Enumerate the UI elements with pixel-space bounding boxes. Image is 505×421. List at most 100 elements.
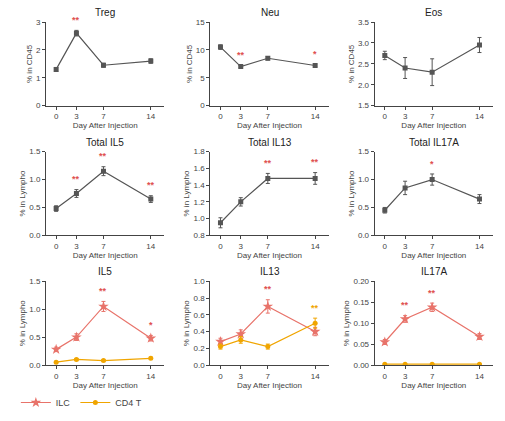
svg-text:Day After Injection: Day After Injection <box>73 121 138 130</box>
svg-text:0.2: 0.2 <box>194 344 206 353</box>
svg-text:0.8: 0.8 <box>194 231 206 240</box>
svg-text:Total IL17A: Total IL17A <box>409 137 459 148</box>
svg-text:1.5: 1.5 <box>358 101 370 110</box>
svg-text:**: ** <box>264 284 272 294</box>
svg-text:Neu: Neu <box>261 7 279 18</box>
svg-text:0.00: 0.00 <box>353 361 369 370</box>
svg-text:2.0: 2.0 <box>358 81 370 90</box>
svg-text:**: ** <box>147 180 155 190</box>
svg-text:1.6: 1.6 <box>194 164 206 173</box>
svg-text:1.8: 1.8 <box>194 147 206 156</box>
svg-text:% in CD45: % in CD45 <box>25 44 34 83</box>
svg-text:3: 3 <box>74 372 79 381</box>
svg-text:14: 14 <box>475 372 484 381</box>
svg-text:IL13: IL13 <box>260 266 280 277</box>
svg-text:Day After Injection: Day After Injection <box>73 251 138 260</box>
svg-text:3: 3 <box>36 18 41 27</box>
svg-text:3: 3 <box>239 112 244 121</box>
svg-text:14: 14 <box>475 112 484 121</box>
svg-text:1.5: 1.5 <box>29 147 41 156</box>
svg-text:7: 7 <box>266 112 271 121</box>
svg-text:**: ** <box>311 157 319 167</box>
svg-text:0.0: 0.0 <box>358 231 370 240</box>
svg-text:Day After Injection: Day After Injection <box>237 121 302 130</box>
svg-text:Eos: Eos <box>425 7 442 18</box>
svg-text:0.4: 0.4 <box>194 327 206 336</box>
svg-text:1.0: 1.0 <box>194 277 206 286</box>
svg-text:CD4 T: CD4 T <box>115 398 141 408</box>
svg-text:0.5: 0.5 <box>29 203 41 212</box>
svg-text:7: 7 <box>430 112 435 121</box>
svg-text:% in Lympho: % in Lympho <box>347 170 356 217</box>
svg-text:1.5: 1.5 <box>29 277 41 286</box>
svg-text:0.5: 0.5 <box>358 203 370 212</box>
svg-text:3: 3 <box>403 112 408 121</box>
svg-text:Day After Injection: Day After Injection <box>401 251 466 260</box>
svg-text:0: 0 <box>218 112 223 121</box>
svg-text:*: * <box>149 320 153 330</box>
svg-text:Day After Injection: Day After Injection <box>237 381 302 390</box>
svg-text:15: 15 <box>196 18 205 27</box>
svg-text:IL5: IL5 <box>98 266 112 277</box>
svg-text:**: ** <box>72 15 80 25</box>
svg-text:Day After Injection: Day After Injection <box>401 121 466 130</box>
svg-text:0.10: 0.10 <box>353 319 369 328</box>
svg-text:% in CD45: % in CD45 <box>185 44 194 83</box>
svg-text:0: 0 <box>218 242 223 251</box>
svg-text:3: 3 <box>239 242 244 251</box>
svg-text:0.0: 0.0 <box>194 361 206 370</box>
svg-text:1: 1 <box>36 74 41 83</box>
svg-text:0.05: 0.05 <box>353 340 369 349</box>
svg-text:14: 14 <box>311 372 320 381</box>
svg-text:7: 7 <box>266 372 271 381</box>
svg-text:**: ** <box>428 288 436 298</box>
svg-text:Treg: Treg <box>95 7 115 18</box>
svg-text:0.0: 0.0 <box>29 231 41 240</box>
svg-text:3: 3 <box>74 242 79 251</box>
svg-text:1.0: 1.0 <box>194 214 206 223</box>
svg-text:0: 0 <box>54 372 59 381</box>
svg-text:7: 7 <box>101 242 106 251</box>
svg-text:*: * <box>430 159 434 169</box>
svg-text:1.0: 1.0 <box>358 175 370 184</box>
svg-text:7: 7 <box>101 112 106 121</box>
svg-text:Total IL5: Total IL5 <box>86 137 124 148</box>
svg-text:1.4: 1.4 <box>194 181 206 190</box>
svg-text:10: 10 <box>196 46 205 55</box>
svg-text:0.8: 0.8 <box>194 294 206 303</box>
svg-text:ILC: ILC <box>56 398 71 408</box>
svg-text:3: 3 <box>239 372 244 381</box>
svg-text:0: 0 <box>54 242 59 251</box>
svg-text:Day After Injection: Day After Injection <box>401 381 466 390</box>
svg-text:0: 0 <box>383 242 388 251</box>
svg-text:0: 0 <box>200 101 205 110</box>
svg-text:IL17A: IL17A <box>421 266 447 277</box>
svg-text:2: 2 <box>36 46 41 55</box>
svg-text:0.0: 0.0 <box>29 361 41 370</box>
svg-text:**: ** <box>264 158 272 168</box>
svg-text:2.5: 2.5 <box>358 60 370 69</box>
svg-text:3: 3 <box>74 112 79 121</box>
svg-text:% in Lympho: % in Lympho <box>342 300 351 347</box>
svg-text:14: 14 <box>146 372 155 381</box>
svg-text:14: 14 <box>311 242 320 251</box>
svg-text:% in Lympho: % in Lympho <box>182 170 191 217</box>
svg-text:% in Lympho: % in Lympho <box>182 300 191 347</box>
svg-text:Day After Injection: Day After Injection <box>73 381 138 390</box>
svg-text:3.0: 3.0 <box>358 39 370 48</box>
svg-text:3: 3 <box>403 372 408 381</box>
svg-text:0.20: 0.20 <box>353 277 369 286</box>
svg-text:14: 14 <box>311 112 320 121</box>
svg-text:0: 0 <box>36 101 41 110</box>
svg-text:Total IL13: Total IL13 <box>248 137 292 148</box>
svg-text:% in CD45: % in CD45 <box>347 44 356 83</box>
svg-text:**: ** <box>99 286 107 296</box>
svg-text:0: 0 <box>218 372 223 381</box>
svg-text:**: ** <box>72 174 80 184</box>
svg-text:0.15: 0.15 <box>353 298 369 307</box>
svg-text:Day After Injection: Day After Injection <box>237 251 302 260</box>
svg-text:1.5: 1.5 <box>358 147 370 156</box>
svg-text:**: ** <box>99 151 107 161</box>
svg-text:3: 3 <box>403 242 408 251</box>
svg-text:**: ** <box>311 303 319 313</box>
